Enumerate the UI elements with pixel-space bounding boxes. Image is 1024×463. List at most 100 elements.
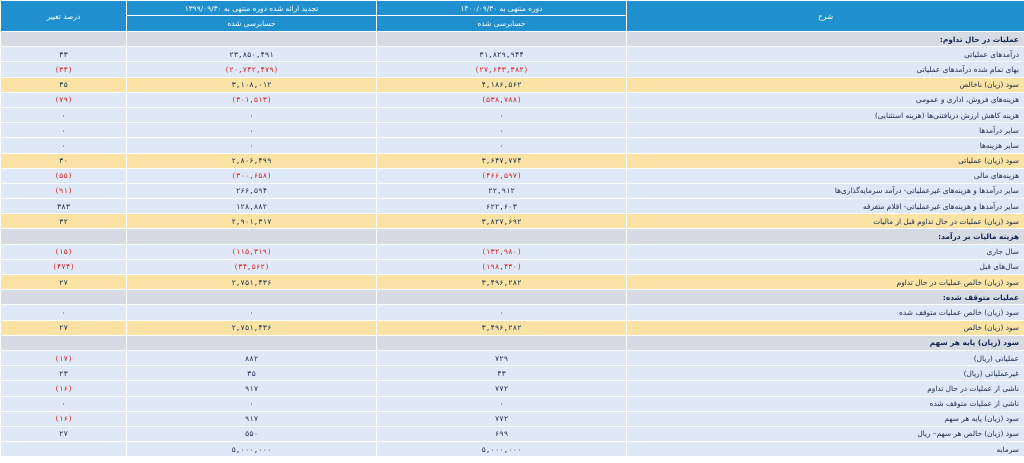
row-previous-value (126, 228, 377, 245)
row-label: ناشی از عملیات متوقف شده (626, 395, 1024, 412)
row-percent-change: ۰ (0, 304, 127, 321)
row-percent-change (0, 30, 127, 48)
row-percent-change: (۷۹) (0, 91, 127, 108)
row-current-value: ۴,۱۸۶,۵۶۲ (376, 76, 627, 93)
header-row: شرح دوره منتهی به ۱۴۰۰/۰۹/۳۰ تجدید ارائه… (0, 0, 1024, 32)
table-row: سود (زیان) عملیاتی ۳,۶۴۷,۷۷۴ ۲,۸۰۶,۴۹۹ ۳۰ (0, 152, 1024, 169)
row-label: هزینه کاهش ارزش دریافتنی‌ها (هزینه استثن… (626, 106, 1024, 124)
table-row: سود (زیان) عملیات در حال تداوم قبل از ما… (0, 213, 1024, 230)
row-current-value: (۴۶۶,۵۹۷) (376, 167, 627, 184)
section-header-row: عملیات در حال تداوم: (0, 30, 1024, 48)
row-percent-change (0, 441, 127, 458)
row-percent-change: ۰ (0, 395, 127, 412)
row-label: سود (زیان) عملیاتی (626, 152, 1024, 169)
row-current-value: (۱۹۸,۴۳۰) (376, 258, 627, 276)
table-row: عملیاتی (ریال) ۷۲۹ ۸۸۲ (۱۷) (0, 349, 1024, 367)
table-body: عملیات در حال تداوم: درآمدهای عملیاتی ۳۱,۸… (0, 30, 1024, 458)
table-row: سود (زیان) خالص عملیات متوقف شده ۰ ۰ ۰ (0, 304, 1024, 321)
row-percent-change: (۵۵) (0, 167, 127, 184)
section-header-row: عملیات متوقف شده: (0, 289, 1024, 306)
table-row: درآمدهای عملیاتی ۳۱,۸۲۹,۹۴۴ ۲۳,۸۵۰,۴۹۱ ۳۳ (0, 46, 1024, 63)
row-percent-change: (۱۷) (0, 349, 127, 367)
row-current-value: ۰ (376, 106, 627, 124)
row-previous-value: ۲,۷۵۱,۴۳۶ (126, 319, 377, 336)
row-label: بهای تمام شده درآمدهای عملیاتی (626, 61, 1024, 78)
row-previous-value: (۳۴,۵۶۲) (126, 258, 377, 276)
table-row: سرمایه ۵,۰۰۰,۰۰۰ ۵,۰۰۰,۰۰۰ (0, 441, 1024, 458)
row-current-value: (۲۷,۶۴۳,۳۸۲) (376, 61, 627, 78)
row-label: هزینه مالیات بر درآمد: (626, 228, 1024, 245)
row-current-value: ۰ (376, 122, 627, 139)
row-percent-change: (۱۵) (0, 243, 127, 260)
table-row: سود (زیان) ناخالص ۴,۱۸۶,۵۶۲ ۳,۱۰۸,۰۱۲ ۳۵ (0, 76, 1024, 93)
table-row: بهای تمام شده درآمدهای عملیاتی (۲۷,۶۴۳,۳۸… (0, 61, 1024, 78)
row-label: سال جاری (626, 243, 1024, 260)
table-row: سایر هزینه‌ها ۰ ۰ ۰ (0, 137, 1024, 154)
row-current-value (376, 228, 627, 245)
row-previous-value: (۳۰۱,۵۱۳) (126, 91, 377, 108)
header-previous-status: حسابرسی شده (126, 15, 377, 32)
header-current-status: حسابرسی شده (376, 15, 627, 32)
row-label: درآمدهای عملیاتی (626, 46, 1024, 63)
row-previous-value: ۲۶۶,۵۹۴ (126, 182, 377, 200)
row-current-value: ۷۲۹ (376, 349, 627, 367)
row-current-value: ۰ (376, 395, 627, 412)
row-current-value: ۳۱,۸۲۹,۹۴۴ (376, 46, 627, 63)
row-percent-change: ۳۳ (0, 46, 127, 63)
row-current-value: (۵۳۸,۷۸۸) (376, 91, 627, 108)
row-percent-change: (۱۶) (0, 410, 127, 427)
row-percent-change: ۰ (0, 137, 127, 154)
table-row: ناشی از عملیات در حال تداوم ۷۷۲ ۹۱۷ (۱۶) (0, 380, 1024, 397)
header-previous-period: تجدید ارائه شده دوره منتهی به ۱۳۹۹/۰۹/۳۰ (126, 0, 377, 16)
row-previous-value: ۰ (126, 122, 377, 139)
row-percent-change: ۲۳ (0, 365, 127, 382)
row-current-value (376, 289, 627, 306)
header-percent-change: درصد تغییر (0, 0, 127, 32)
row-percent-change: ۲۷ (0, 425, 127, 443)
table-row: سایر درآمدها و هزینه‌های غیرعملیاتی- اقل… (0, 198, 1024, 215)
row-label: سایر درآمدها (626, 122, 1024, 139)
section-header-row: سود (زیان) پایه هر سهم (0, 334, 1024, 351)
row-current-value: ۶۲۲,۶۰۳ (376, 198, 627, 215)
header-description: شرح (626, 0, 1024, 32)
table-row: سود (زیان) پایه هر سهم ۷۷۲ ۹۱۷ (۱۶) (0, 410, 1024, 427)
row-label: سود (زیان) خالص عملیات در حال تداوم (626, 273, 1024, 291)
row-label: ناشی از عملیات در حال تداوم (626, 380, 1024, 397)
row-previous-value: ۲,۹۰۱,۳۱۷ (126, 213, 377, 230)
row-previous-value: (۱۱۵,۳۱۹) (126, 243, 377, 260)
header-status-row: حسابرسی شده حسابرسی شده (1, 15, 1024, 32)
row-current-value: ۴۳ (376, 365, 627, 382)
row-previous-value: ۰ (126, 395, 377, 412)
row-label: عملیات در حال تداوم: (626, 30, 1024, 48)
row-current-value: ۰ (376, 304, 627, 321)
row-previous-value: ۵۵۰ (126, 425, 377, 443)
row-label: سایر هزینه‌ها (626, 137, 1024, 154)
row-label: عملیاتی (ریال) (626, 349, 1024, 367)
table-row: هزینه‌های مالی (۴۶۶,۵۹۷) (۳۰۰,۶۵۸) (۵۵) (0, 167, 1024, 184)
row-percent-change: ۰ (0, 106, 127, 124)
table-row: سود (زیان) خالص ۳,۴۹۶,۲۸۲ ۲,۷۵۱,۴۳۶ ۲۷ (0, 319, 1024, 336)
row-label: عملیات متوقف شده: (626, 289, 1024, 306)
row-previous-value: ۹۱۷ (126, 410, 377, 427)
table-row: سایر درآمدها ۰ ۰ ۰ (0, 122, 1024, 139)
row-previous-value: ۲,۷۵۱,۴۳۶ (126, 273, 377, 291)
row-current-value: ۵,۰۰۰,۰۰۰ (376, 441, 627, 458)
section-header-row: هزینه مالیات بر درآمد: (0, 228, 1024, 245)
row-current-value: ۷۷۲ (376, 410, 627, 427)
row-label: سود (زیان) پایه هر سهم (626, 410, 1024, 427)
row-label: سال‌های قبل (626, 258, 1024, 276)
row-current-value: ۳,۸۲۷,۶۹۲ (376, 213, 627, 230)
row-label: سود (زیان) خالص هر سهم– ریال (626, 425, 1024, 443)
row-current-value: ۳,۶۴۷,۷۷۴ (376, 152, 627, 169)
row-percent-change: (۴۷۴) (0, 258, 127, 276)
row-current-value (376, 30, 627, 48)
row-current-value: ۰ (376, 137, 627, 154)
row-percent-change: ۲۷ (0, 273, 127, 291)
row-previous-value: ۳۵ (126, 365, 377, 382)
table-row: سایر درآمدها و هزینه‌های غیرعملیاتی- درآ… (0, 182, 1024, 200)
row-percent-change: ۳۸۳ (0, 198, 127, 215)
row-current-value: ۶۹۹ (376, 425, 627, 443)
row-previous-value (126, 334, 377, 351)
row-current-value: (۱۳۲,۹۸۰) (376, 243, 627, 260)
